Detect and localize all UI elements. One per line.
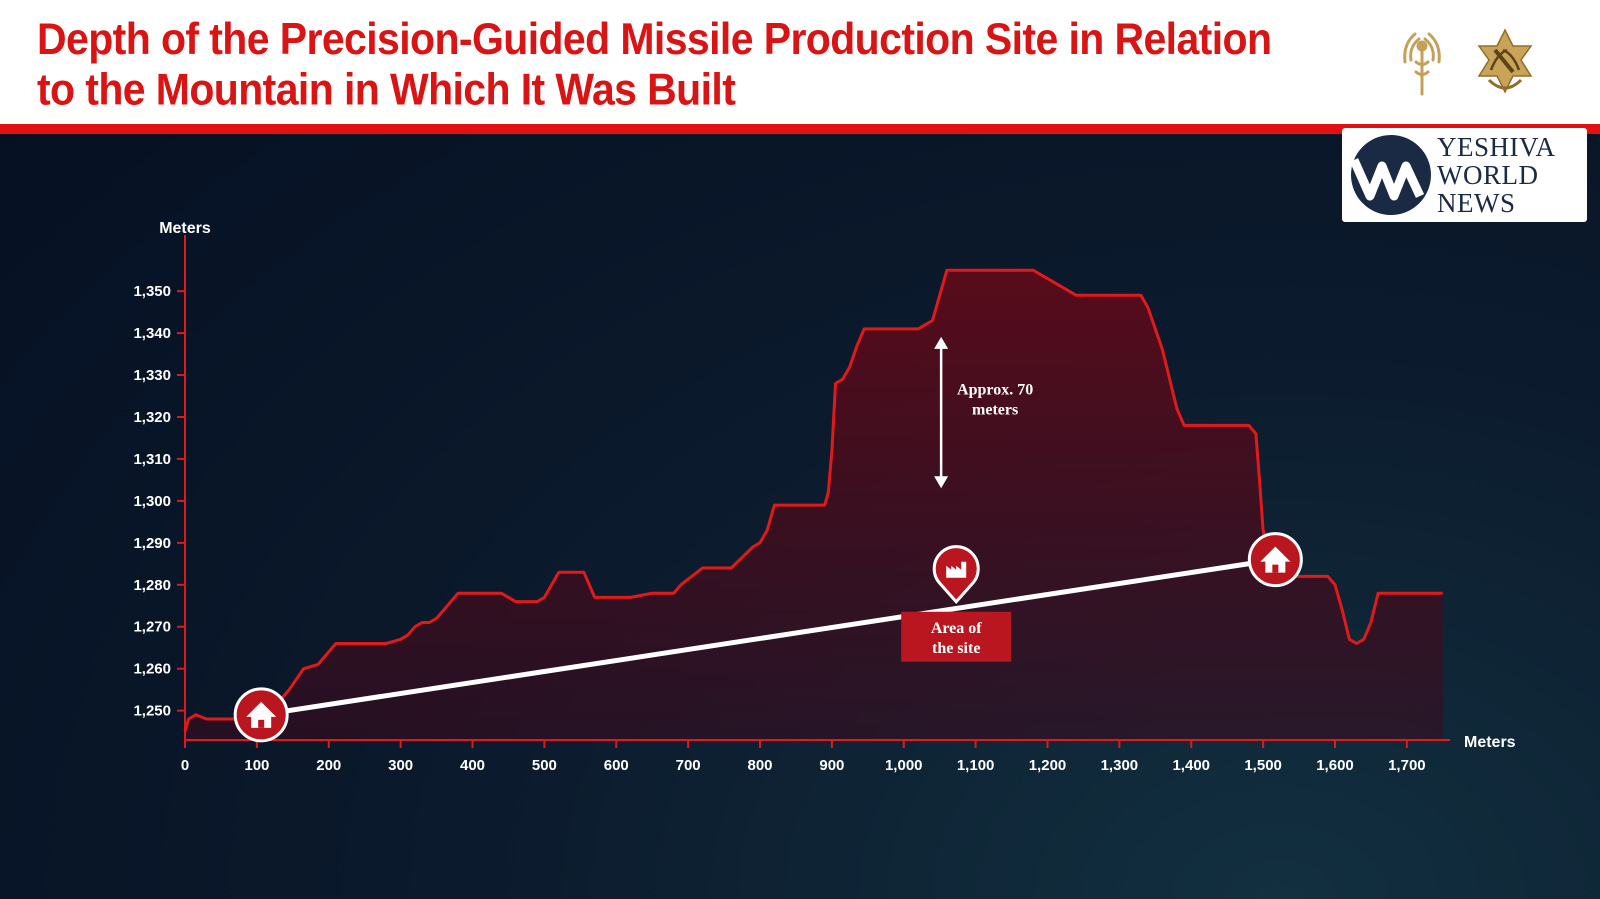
y-tick-label: 1,310: [133, 451, 171, 468]
x-axis-title: Meters: [1464, 734, 1516, 751]
intelligence-emblem-icon: [1403, 32, 1441, 96]
page-title: Depth of the Precision-Guided Missile Pr…: [37, 14, 1277, 116]
depth-arrow-head-top: [934, 336, 949, 349]
x-tick-label: 200: [316, 757, 341, 774]
x-tick-label: 1,400: [1172, 757, 1210, 774]
terrain-profile-line: [183, 268, 1443, 733]
ywn-word-2: WORLD: [1437, 160, 1539, 190]
x-tick-label: 400: [460, 757, 485, 774]
x-tick-label: 1,100: [957, 757, 995, 774]
house-marker-end-icon: [1247, 532, 1303, 588]
x-tick-label: 500: [532, 757, 557, 774]
x-tick-label: 1,200: [1029, 757, 1067, 774]
y-tick-label: 1,340: [133, 325, 171, 342]
x-tick-label: 1,000: [885, 757, 923, 774]
x-tick-label: 1,700: [1388, 757, 1426, 774]
y-tick-label: 1,350: [133, 283, 171, 300]
yeshiva-world-news-watermark: YESHIVA WORLD NEWS: [1342, 128, 1587, 222]
ywn-word-1: YESHIVA: [1437, 132, 1556, 162]
site-label-box: [901, 611, 1012, 662]
x-tick-label: 900: [819, 757, 844, 774]
x-tick-label: 300: [388, 757, 413, 774]
x-tick-label: 1,600: [1316, 757, 1354, 774]
y-tick-label: 1,320: [133, 409, 171, 426]
site-label-line-1: Area of: [931, 620, 982, 637]
y-tick-label: 1,270: [133, 619, 171, 636]
title-line-2: to the Mountain in Which It Was Built: [37, 64, 736, 115]
idf-insignia-icon: [1477, 28, 1533, 94]
y-tick-label: 1,330: [133, 367, 171, 384]
site-label-line-2: the site: [932, 640, 980, 657]
x-axis-ticks: 0 100 200 300 400 500 600 700 800 900 1,000 1,100 1,…: [181, 740, 1426, 774]
x-tick-label: 100: [244, 757, 269, 774]
title-line-1: Depth of the Precision-Guided Missile Pr…: [37, 14, 1272, 64]
idf-logos: [1403, 28, 1533, 96]
x-tick-label: 800: [747, 757, 772, 774]
x-tick-label: 1,500: [1244, 757, 1282, 774]
ywn-wordmark: YESHIVA WORLD NEWS: [1437, 133, 1556, 217]
x-tick-label: 0: [181, 757, 189, 774]
y-tick-label: 1,300: [133, 493, 171, 510]
y-axis-ticks: 1,250 1,260 1,270 1,280 1,290 1,300 1,310 1,320…: [133, 283, 185, 720]
x-tick-label: 700: [676, 757, 701, 774]
house-marker-start-icon: [233, 687, 289, 743]
depth-annotation-line-2: meters: [972, 402, 1018, 419]
x-tick-label: 1,300: [1101, 757, 1139, 774]
header-bar: Depth of the Precision-Guided Missile Pr…: [0, 0, 1600, 134]
y-tick-label: 1,280: [133, 577, 171, 594]
ywn-logo-icon: [1349, 135, 1431, 215]
depth-arrow-head-bottom: [934, 476, 949, 489]
depth-annotation-line-1: Approx. 70: [957, 382, 1033, 399]
ywn-word-3: NEWS: [1437, 188, 1516, 218]
y-axis-title: Meters: [159, 220, 211, 237]
factory-pin-icon: [932, 545, 980, 605]
site-depth-line: [258, 557, 1278, 718]
y-tick-label: 1,250: [133, 703, 171, 720]
depth-arrow: [934, 336, 949, 489]
y-tick-label: 1,290: [133, 535, 171, 552]
y-tick-label: 1,260: [133, 661, 171, 678]
x-tick-label: 600: [604, 757, 629, 774]
